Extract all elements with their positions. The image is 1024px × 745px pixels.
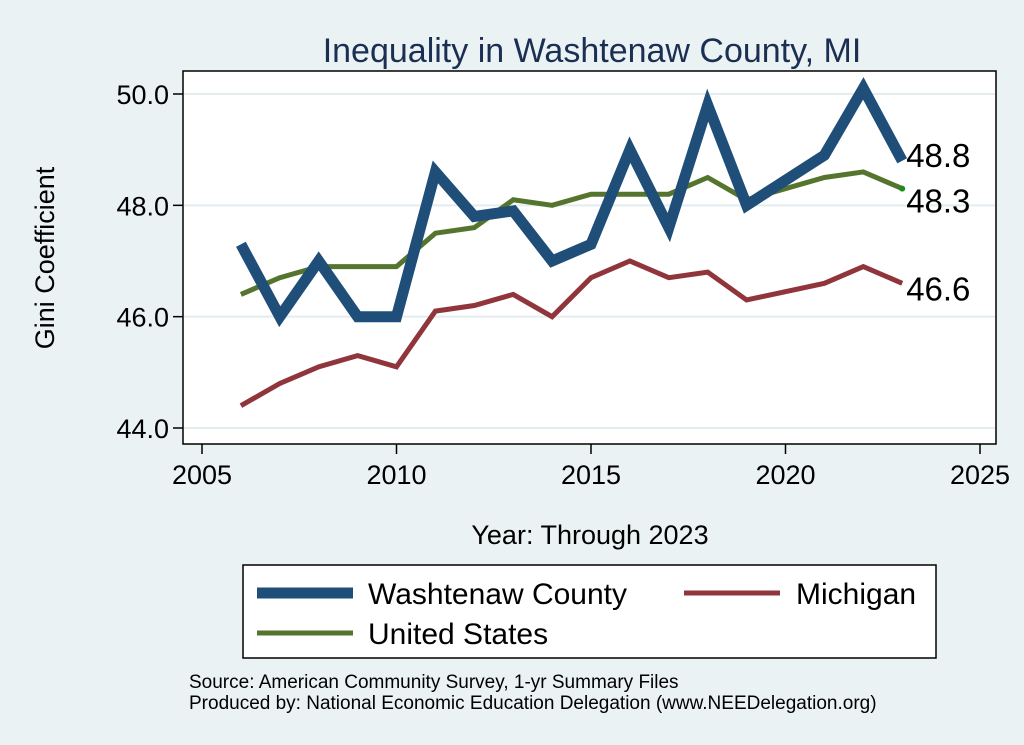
series-lines xyxy=(236,77,908,408)
end-label-washtenaw-county: 48.8 xyxy=(906,137,970,174)
x-tick-label: 2005 xyxy=(172,460,232,490)
y-tick-label: 44.0 xyxy=(116,414,169,444)
legend-label-united-states: United States xyxy=(368,618,548,651)
x-tick-label: 2025 xyxy=(950,460,1010,490)
legend-label-washtenaw: Washtenaw County xyxy=(368,578,627,611)
legend-label-michigan: Michigan xyxy=(796,578,916,611)
chart-title: Inequality in Washtenaw County, MI xyxy=(323,32,862,70)
end-label-united-states: 48.3 xyxy=(906,183,970,220)
end-labels: 48.8 46.6 48.3 xyxy=(899,137,970,307)
series-line-washtenaw-county xyxy=(236,77,908,328)
united-states-end-point xyxy=(899,185,906,192)
x-tick-label: 2015 xyxy=(561,460,621,490)
y-tick-label: 46.0 xyxy=(116,303,169,333)
plot-area xyxy=(182,70,997,445)
source-note: Source: American Community Survey, 1-yr … xyxy=(189,672,679,693)
x-tick-label: 2010 xyxy=(366,460,426,490)
y-tick-label: 50.0 xyxy=(116,80,169,110)
y-axis-title: Gini Coefficient xyxy=(30,166,60,349)
axes: 44.0 46.0 48.0 50.0 2005 2010 2015 2020 2025 xyxy=(116,80,1010,490)
produced-by-note: Produced by: National Economic Education… xyxy=(189,693,877,714)
legend-box xyxy=(242,564,937,659)
x-axis-title: Year: Through 2023 xyxy=(471,520,708,550)
x-tick-label: 2020 xyxy=(755,460,815,490)
legend: Washtenaw County Michigan United States xyxy=(242,564,937,659)
end-label-michigan: 46.6 xyxy=(906,270,970,307)
y-tick-label: 48.0 xyxy=(116,191,169,221)
grid-lines xyxy=(184,93,995,429)
series-line-michigan xyxy=(239,258,904,408)
